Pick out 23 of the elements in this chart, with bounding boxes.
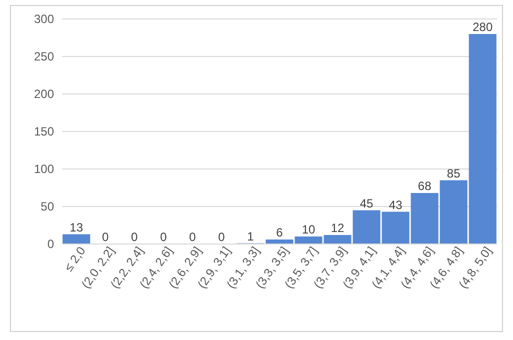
data-label: 43: [388, 198, 403, 212]
data-label: 6: [276, 226, 284, 240]
data-label: 68: [418, 179, 432, 193]
x-tick-label: ≤ 2,0: [62, 244, 88, 274]
y-tick-label: 150: [34, 124, 54, 138]
data-label: 10: [302, 222, 316, 236]
data-label: 0: [102, 230, 110, 244]
y-tick-label: 250: [34, 49, 54, 64]
y-tick-label: 200: [34, 86, 54, 101]
y-tick-label: 0: [47, 236, 54, 251]
y-tick-label: 100: [34, 162, 54, 176]
data-label: 85: [446, 166, 461, 180]
data-label: 1: [247, 229, 254, 244]
data-label: 280: [472, 20, 493, 34]
data-label: 0: [160, 230, 168, 244]
data-label: 0: [189, 230, 196, 244]
data-label: 0: [218, 230, 226, 244]
y-tick-label: 50: [40, 199, 54, 214]
data-label: 45: [360, 196, 374, 210]
data-label: 0: [131, 230, 138, 244]
data-label: 12: [330, 221, 345, 235]
data-label: 13: [70, 220, 84, 234]
y-tick-label: 300: [34, 12, 54, 26]
